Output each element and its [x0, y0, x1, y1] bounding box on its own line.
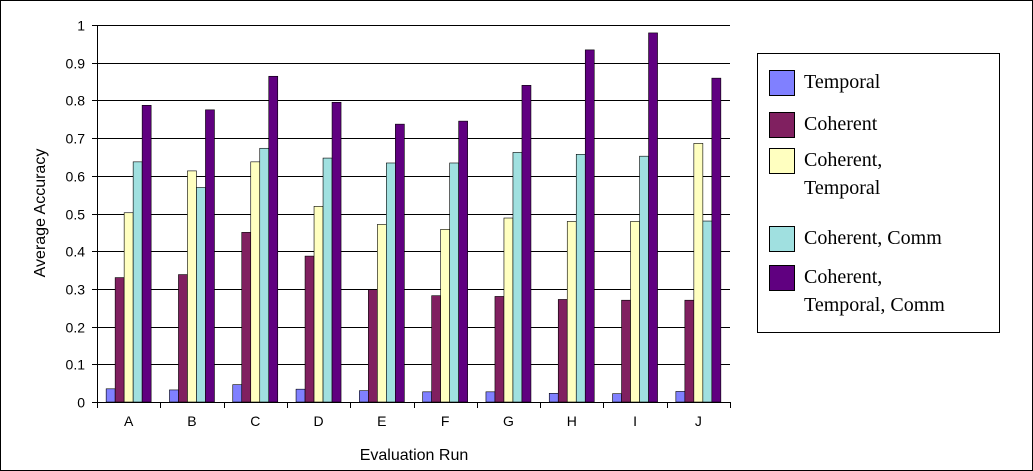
- x-tick-label: F: [441, 413, 450, 429]
- legend-label: Coherent, Temporal, Comm: [804, 266, 945, 316]
- bar-F-series-3: [449, 162, 459, 403]
- y-tick-label: 0.1: [66, 357, 86, 373]
- bar-C-series-2: [250, 161, 261, 403]
- bar-G-series-3: [512, 152, 523, 403]
- bar-J-series-3: [702, 220, 713, 403]
- bar-H-series-0: [548, 393, 559, 403]
- legend-item-temporal: Temporal: [769, 68, 880, 96]
- x-axis-title: Evaluation Run: [360, 447, 469, 464]
- x-tick-label: G: [503, 413, 514, 429]
- legend-item-coherent: Coherent: [769, 110, 877, 138]
- bar-B-series-4: [205, 109, 215, 403]
- bar-I-series-0: [612, 393, 622, 403]
- bar-H-series-1: [557, 299, 568, 403]
- legend-swatch: [769, 112, 795, 138]
- y-tick-label: 0.5: [66, 207, 86, 223]
- legend-label: Temporal: [804, 71, 881, 93]
- x-tick-label: I: [633, 413, 637, 429]
- legend-label: Coherent, Comm: [804, 227, 942, 249]
- legend-swatch: [769, 148, 795, 174]
- bar-A-series-1: [114, 277, 125, 403]
- legend-item-coherent-temporal: Coherent, Temporal: [769, 146, 882, 202]
- bar-E-series-4: [395, 123, 405, 403]
- y-tick-label: 0.2: [66, 320, 86, 336]
- bar-I-series-2: [630, 221, 640, 403]
- bar-J-series-2: [693, 143, 704, 403]
- bar-I-series-4: [648, 32, 658, 403]
- bar-A-series-3: [132, 161, 143, 403]
- bar-B-series-2: [187, 170, 197, 403]
- bar-H-series-4: [584, 49, 595, 403]
- y-tick-label: 0: [77, 395, 85, 411]
- bar-C-series-4: [268, 75, 279, 403]
- bar-I-series-3: [639, 155, 649, 403]
- bar-B-series-1: [178, 274, 188, 403]
- legend-swatch: [769, 70, 795, 96]
- bar-E-series-0: [359, 390, 369, 403]
- bar-F-series-2: [440, 229, 450, 403]
- bar-H-series-3: [575, 154, 586, 403]
- x-tick-label: H: [567, 413, 577, 429]
- bar-H-series-2: [566, 221, 577, 403]
- bar-A-series-0: [105, 388, 116, 403]
- x-tick-label: A: [124, 413, 134, 429]
- bar-I-series-1: [621, 299, 631, 403]
- bar-C-series-1: [241, 232, 252, 403]
- bar-A-series-2: [123, 212, 134, 403]
- x-tick-label: E: [377, 413, 386, 429]
- x-tick-label: C: [250, 413, 260, 429]
- y-tick-labels: 0 0.1 0.2 0.3 0.4 0.5 0.6 0.7 0.8 0.9 1: [66, 18, 86, 411]
- x-tick-label: J: [695, 413, 702, 429]
- bar-D-series-1: [304, 255, 315, 403]
- bar-G-series-4: [521, 85, 532, 403]
- bar-F-series-4: [458, 120, 468, 403]
- y-tick-label: 0.4: [66, 244, 86, 260]
- bar-J-series-4: [711, 77, 722, 403]
- axes: [92, 25, 731, 408]
- y-tick-label: 0.6: [66, 169, 86, 185]
- bar-D-series-4: [331, 101, 342, 403]
- legend-item-coherent-comm: Coherent, Comm: [769, 224, 942, 252]
- legend-label: Coherent: [804, 113, 878, 135]
- legend-swatch: [769, 226, 795, 252]
- bar-E-series-3: [386, 162, 396, 403]
- y-tick-label: 0.8: [66, 93, 86, 109]
- bar-D-series-2: [313, 206, 324, 403]
- y-axis-title: Average Accuracy: [32, 149, 49, 278]
- x-tick-label: B: [187, 413, 196, 429]
- bars: [105, 32, 722, 403]
- bar-J-series-1: [684, 299, 695, 403]
- bar-D-series-3: [322, 157, 333, 403]
- bar-C-series-3: [259, 147, 270, 403]
- bar-G-series-1: [494, 296, 505, 403]
- bar-A-series-4: [141, 105, 152, 403]
- legend-swatch: [769, 265, 795, 291]
- y-tick-label: 0.7: [66, 131, 86, 147]
- y-tick-label: 0.9: [66, 56, 86, 72]
- y-tick-label: 1: [77, 18, 85, 34]
- x-tick-labels: A B C D E F G H I J: [124, 413, 702, 429]
- bar-G-series-0: [485, 391, 496, 403]
- bar-F-series-1: [431, 295, 441, 403]
- legend-label: Coherent, Temporal: [804, 149, 883, 199]
- legend: Temporal Coherent Coherent, Temporal Coh…: [757, 53, 1000, 333]
- bar-D-series-0: [295, 388, 306, 403]
- bar-B-series-3: [196, 187, 206, 403]
- y-tick-label: 0.3: [66, 282, 86, 298]
- bar-E-series-2: [377, 224, 387, 403]
- bar-J-series-0: [675, 391, 686, 403]
- bar-G-series-2: [503, 217, 514, 403]
- bar-E-series-1: [368, 289, 378, 403]
- bar-B-series-0: [169, 389, 179, 403]
- bar-C-series-0: [232, 384, 243, 403]
- x-tick-label: D: [313, 413, 323, 429]
- bar-F-series-0: [422, 391, 432, 403]
- legend-item-coherent-temporal-comm: Coherent, Temporal, Comm: [769, 263, 945, 319]
